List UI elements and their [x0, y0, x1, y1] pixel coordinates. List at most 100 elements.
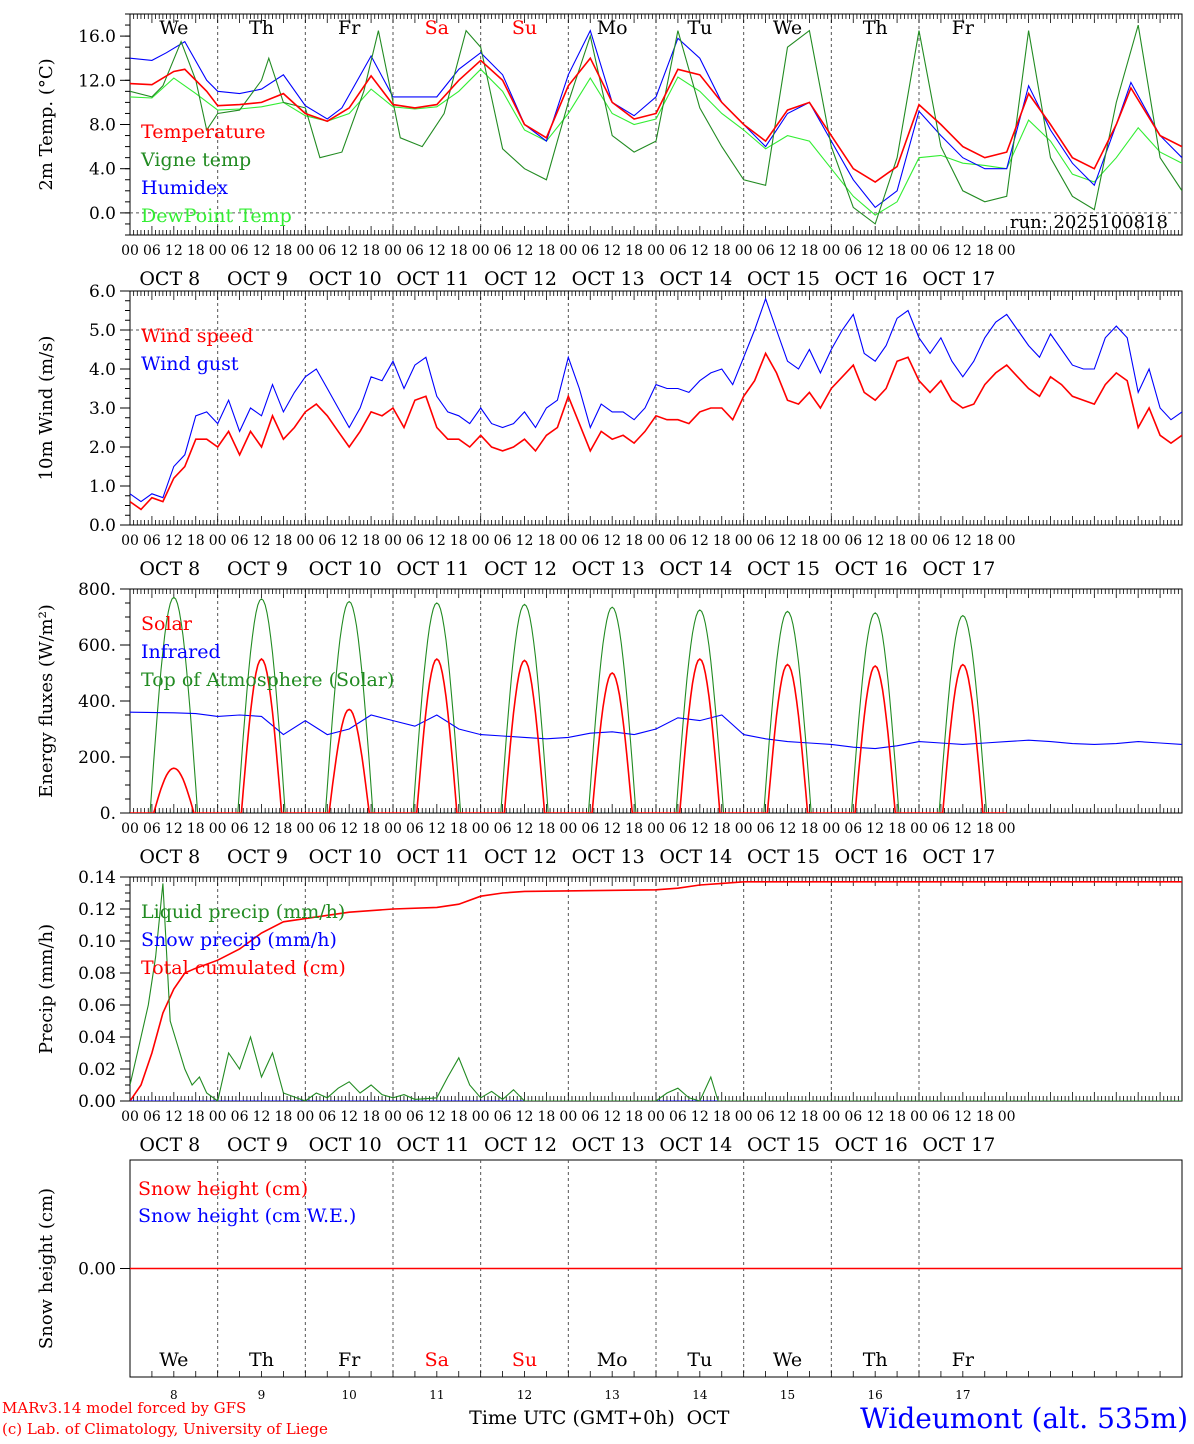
hour-label: 12	[779, 533, 797, 549]
hour-label: 00	[384, 243, 402, 259]
hour-label: 00	[822, 1109, 840, 1125]
y-tick-label: 0.12	[78, 900, 116, 920]
legend-entry: Wind gust	[141, 353, 239, 375]
hour-label: 18	[801, 243, 819, 259]
panel-fluxes: 0. 200. 400. 600. 800. Energy fluxes (W/m²) 00…	[36, 580, 1183, 868]
hour-label: 12	[691, 1109, 709, 1125]
hour-label: 00	[647, 821, 665, 837]
day-number-label: 17	[955, 1388, 970, 1402]
hour-label: 12	[866, 243, 884, 259]
hour-label: 18	[187, 533, 205, 549]
panel-snow: 0.00 Snow height (cm) We Th Fr Sa Su Mo Tu We Th Fr…	[36, 1159, 1183, 1402]
hour-label: 06	[406, 821, 424, 837]
hour-label: 18	[450, 533, 468, 549]
weekday-label: Mo	[597, 17, 628, 39]
hour-label: 00	[296, 1109, 314, 1125]
y-tick-label: 16.0	[78, 27, 116, 47]
day-date-label: OCT 12	[484, 1134, 557, 1156]
hour-label: 18	[976, 1109, 994, 1125]
hour-label: 06	[143, 821, 161, 837]
hour-label: 00	[121, 1109, 139, 1125]
weekday-label: We	[773, 1349, 802, 1371]
hour-label: 00	[209, 821, 227, 837]
y-tick-label: 0.14	[78, 868, 116, 888]
day-date-label: OCT 9	[227, 558, 288, 580]
hour-label: 06	[318, 1109, 336, 1125]
weekday-label: Fr	[952, 1349, 975, 1371]
plot-frame	[129, 588, 1183, 814]
hour-label: 06	[231, 821, 249, 837]
x-axis-title: Time UTC (GMT+0h)	[469, 1407, 675, 1429]
hour-label: 00	[472, 533, 490, 549]
series-line-infrared	[130, 711, 1182, 750]
y-tick-label: 600.	[78, 636, 116, 656]
hour-label: 12	[428, 821, 446, 837]
series-line-top-of-atmosphere-solar-	[130, 596, 1007, 813]
y-tick-label: 400.	[78, 692, 116, 712]
y-axis-title: 10m Wind (m/s)	[36, 336, 57, 481]
model-credit: MARv3.14 model forced by GFS	[2, 1399, 246, 1417]
hour-label: 06	[231, 1109, 249, 1125]
hour-label: 06	[581, 533, 599, 549]
y-tick-label: 3.0	[89, 399, 116, 419]
hour-label: 06	[844, 821, 862, 837]
hour-label: 06	[581, 821, 599, 837]
hour-label: 18	[362, 243, 380, 259]
lab-credit: (c) Lab. of Climatology, University of L…	[2, 1420, 328, 1438]
y-axis-title: Precip (mm/h)	[36, 924, 57, 1054]
day-date-label: OCT 11	[396, 846, 469, 868]
hour-label: 12	[165, 533, 183, 549]
day-date-label: OCT 14	[659, 558, 732, 580]
legend-entry: Snow precip (mm/h)	[141, 929, 337, 951]
hour-label: 18	[275, 533, 293, 549]
hour-label: 06	[932, 821, 950, 837]
day-date-label: OCT 10	[309, 268, 382, 290]
hour-label: 00	[735, 821, 753, 837]
day-date-label: OCT 11	[396, 268, 469, 290]
hour-label: 00	[559, 243, 577, 259]
hour-label: 18	[187, 243, 205, 259]
chart-panels: 0.04.08.012.016.02m Temp. (°C)00 06 12 18 00…	[36, 13, 1183, 1402]
weekday-label: We	[159, 17, 188, 39]
hour-label: 18	[801, 1109, 819, 1125]
hour-label: 00	[472, 1109, 490, 1125]
hour-label: 12	[428, 533, 446, 549]
hour-label: 00	[735, 1109, 753, 1125]
hour-label: 18	[888, 1109, 906, 1125]
hour-label: 00	[647, 1109, 665, 1125]
weekday-label: Su	[512, 1349, 537, 1371]
day-date-label: OCT 13	[572, 1134, 645, 1156]
hour-label: 06	[669, 821, 687, 837]
hour-label: 00	[822, 243, 840, 259]
day-date-label: OCT 13	[572, 558, 645, 580]
hour-label: 18	[275, 821, 293, 837]
hour-label: 18	[450, 243, 468, 259]
hour-label: 06	[318, 821, 336, 837]
hour-label: 12	[691, 533, 709, 549]
day-date-label: OCT 8	[139, 558, 200, 580]
hour-label: 06	[406, 533, 424, 549]
day-date-label: OCT 9	[227, 846, 288, 868]
day-date-label: OCT 9	[227, 268, 288, 290]
y-tick-label: 0.04	[78, 1028, 116, 1048]
hour-label: 12	[866, 1109, 884, 1125]
hour-label: 12	[253, 533, 271, 549]
hour-label: 00	[384, 1109, 402, 1125]
y-tick-label: 4.0	[89, 160, 116, 180]
hour-label: 12	[253, 821, 271, 837]
hour-label: 18	[976, 533, 994, 549]
hour-label: 18	[187, 821, 205, 837]
day-number-label: 16	[868, 1388, 883, 1402]
hour-label: 18	[713, 1109, 731, 1125]
day-date-label: OCT 8	[139, 846, 200, 868]
hour-label: 00	[209, 243, 227, 259]
hour-label: 12	[165, 1109, 183, 1125]
hour-label: 12	[779, 243, 797, 259]
y-tick-label: 0.0	[89, 204, 116, 224]
legend-entry: Solar	[141, 613, 193, 635]
hour-label: 06	[406, 243, 424, 259]
hour-label: 06	[581, 243, 599, 259]
day-date-label: OCT 14	[659, 846, 732, 868]
hour-label: 06	[318, 243, 336, 259]
station-name: Wideumont (alt. 535m)	[860, 1402, 1188, 1435]
